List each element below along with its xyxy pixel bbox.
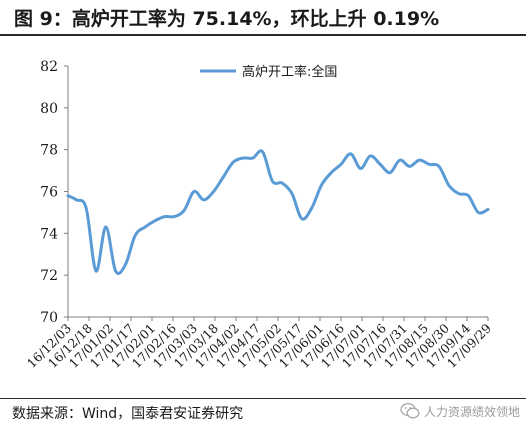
y-tick-label: 70	[40, 310, 58, 326]
series-layer	[66, 149, 490, 275]
data-point	[192, 190, 196, 193]
data-point	[447, 184, 450, 187]
data-point	[212, 190, 215, 193]
data-point	[271, 179, 274, 183]
data-point	[320, 184, 323, 187]
data-point	[143, 225, 147, 229]
data-point	[339, 163, 343, 166]
data-point	[408, 165, 411, 168]
figure-title: 图 9：高炉开工率为 75.14%，环比上升 0.19%	[14, 8, 440, 30]
y-tick-label: 72	[40, 268, 58, 284]
y-tick-label: 76	[40, 185, 58, 201]
data-point	[349, 152, 352, 156]
data-point	[428, 163, 431, 166]
data-point	[134, 234, 137, 237]
data-point	[241, 156, 245, 160]
line-chart: 7072747678808216/12/0316/12/1817/01/0217…	[24, 59, 494, 371]
data-point	[104, 225, 108, 229]
y-tick-label: 80	[40, 101, 58, 117]
axis-ticks: 7072747678808216/12/0316/12/1817/01/0217…	[24, 59, 494, 371]
data-point	[75, 198, 78, 202]
data-point	[153, 219, 156, 222]
watermark: 人力资源绩效领地	[400, 399, 520, 423]
data-point	[467, 194, 470, 197]
data-point	[290, 192, 294, 195]
data-point	[173, 215, 176, 218]
y-tick-label: 74	[40, 226, 58, 242]
data-point	[66, 194, 70, 197]
data-point	[379, 163, 382, 166]
legend-label: 高炉开工率:全国	[242, 64, 337, 80]
data-point	[222, 175, 225, 179]
data-point	[85, 207, 88, 210]
data-point	[310, 207, 313, 210]
data-point	[114, 269, 117, 273]
data-point	[281, 181, 284, 185]
data-point	[369, 154, 372, 158]
y-tick-label: 78	[40, 143, 58, 159]
data-point	[418, 158, 421, 162]
axes	[67, 66, 488, 318]
data-point	[124, 263, 127, 266]
data-point	[183, 209, 186, 212]
y-tick-label: 82	[40, 59, 58, 75]
data-point	[437, 165, 441, 168]
data-point	[359, 167, 362, 170]
data-point	[477, 211, 480, 214]
data-point	[163, 215, 166, 218]
data-point	[251, 156, 254, 160]
wechat-icon	[400, 403, 420, 419]
data-point	[94, 269, 98, 273]
source-divider	[0, 398, 526, 399]
data-point	[202, 198, 205, 202]
title-divider	[0, 34, 526, 36]
data-point	[457, 192, 460, 195]
series-line	[66, 149, 490, 275]
data-point	[388, 171, 392, 174]
data-point	[330, 171, 333, 174]
data-point	[398, 158, 401, 162]
watermark-text: 人力资源绩效领地	[423, 404, 520, 419]
legend: 高炉开工率:全国	[200, 64, 337, 80]
data-point	[486, 208, 490, 211]
figure-source: 数据来源：Wind，国泰君安证券研究	[12, 406, 244, 422]
data-point	[261, 150, 264, 153]
data-point	[300, 217, 303, 220]
data-point	[232, 161, 235, 164]
